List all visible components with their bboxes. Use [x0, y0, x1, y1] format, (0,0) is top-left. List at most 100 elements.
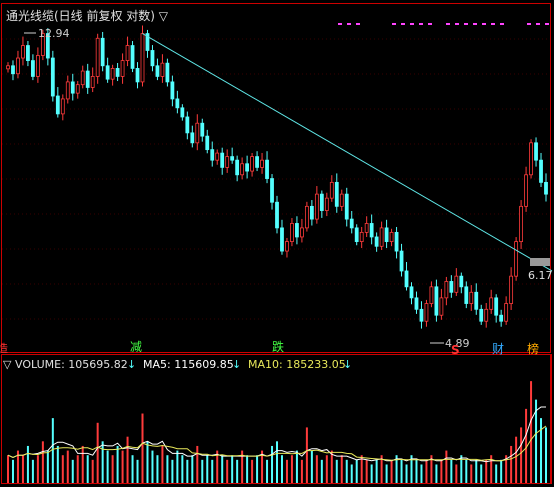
candle-body [205, 135, 210, 151]
candle-body [160, 62, 165, 77]
candle-body [135, 68, 140, 83]
candle-body [479, 308, 484, 322]
candle-body [484, 308, 489, 322]
candle-body [210, 149, 215, 161]
candle-body [519, 205, 523, 242]
candle-body [265, 159, 269, 179]
candle-body [429, 286, 434, 304]
volume-value-label: VOLUME: 105695.82 [15, 358, 128, 371]
candle-body [40, 33, 45, 56]
candle-body [285, 241, 289, 252]
candle-body [140, 33, 145, 83]
event-marker-bang[interactable]: 榜 [527, 341, 539, 356]
candle-body [75, 84, 80, 94]
candle-body [85, 70, 90, 88]
candle-body [150, 50, 155, 67]
candle-body [344, 193, 349, 220]
candle-body [404, 270, 409, 288]
event-marker-left[interactable]: 造 [0, 341, 8, 355]
chart-title[interactable]: 通光线缆(日线 前复权 对数) ▽ [6, 8, 169, 23]
event-marker-s[interactable]: S [451, 343, 460, 357]
candle-body [379, 227, 384, 247]
event-marker-die[interactable]: 跌 [272, 339, 284, 354]
candlestick-series [6, 25, 548, 329]
candle-body [80, 70, 85, 86]
candle-body [354, 227, 359, 242]
candle-body [474, 291, 479, 310]
candle-body [434, 286, 439, 316]
candle-body [50, 57, 55, 97]
candle-body [120, 60, 125, 77]
volume-panel-frame [1, 354, 551, 484]
candle-body [215, 152, 220, 161]
candle-body [175, 98, 180, 109]
candle-body [165, 62, 170, 83]
candle-body [260, 159, 264, 168]
candle-body [155, 65, 160, 77]
candle-body [110, 68, 115, 80]
candle-body [504, 303, 509, 322]
candle-body [319, 193, 324, 211]
candle-body [280, 227, 284, 252]
high-price-label: 12.94 [38, 27, 70, 40]
current-price-label: 6.17 [528, 269, 553, 282]
candle-body [220, 152, 225, 168]
candle-body [394, 231, 399, 252]
event-marker-cai[interactable]: 财 [492, 342, 504, 356]
candle-body [235, 159, 240, 176]
candle-body [125, 45, 130, 61]
candle-body [494, 297, 499, 316]
candle-body [255, 156, 259, 168]
candle-body [200, 122, 205, 137]
candle-body [130, 45, 135, 69]
candle-body [45, 33, 50, 59]
ma10-value-label: MA10: 185233.05 [248, 358, 346, 371]
candle-body [100, 37, 105, 67]
candle-body [389, 231, 394, 242]
candle-body [60, 98, 65, 115]
candle-body [369, 223, 374, 238]
candle-body [349, 218, 354, 229]
candle-body [230, 156, 235, 161]
event-marker-jian[interactable]: 减 [130, 340, 142, 354]
trendline[interactable] [142, 33, 553, 272]
candle-body [439, 297, 444, 316]
candle-body [304, 205, 309, 229]
candle-body [544, 181, 548, 195]
candle-body [384, 227, 389, 242]
candle-body [31, 60, 35, 77]
candle-body [409, 286, 414, 299]
candle-body [250, 156, 254, 172]
candle-body [499, 314, 504, 322]
candle-body [509, 275, 514, 304]
candle-body [55, 95, 60, 115]
candle-body [454, 275, 459, 293]
volume-ma10-line [7, 425, 547, 462]
candle-body [329, 181, 334, 199]
candle-body [190, 132, 195, 144]
candle-body [225, 156, 230, 168]
candle-body [115, 68, 120, 77]
candle-body [195, 122, 200, 144]
candle-body [529, 142, 533, 176]
candle-body [339, 193, 344, 207]
candle-body [444, 281, 449, 299]
ma5-arrow-icon: ↓ [232, 358, 241, 371]
candle-body [90, 76, 95, 88]
candle-body [105, 65, 110, 80]
candle-body [459, 275, 464, 288]
candle-body [35, 55, 40, 77]
candle-body [314, 193, 319, 220]
candle-body [414, 297, 419, 310]
ma5-value-label: MA5: 115609.85 [143, 358, 234, 371]
candle-body [419, 308, 424, 322]
candle-body [145, 33, 150, 51]
candle-body [489, 297, 494, 310]
volume-toggle-icon[interactable]: ▽ [3, 358, 12, 371]
candle-body [514, 241, 519, 277]
candle-body [245, 163, 250, 172]
candle-body [240, 163, 245, 176]
candle-body [464, 286, 469, 304]
candle-body [16, 57, 20, 75]
